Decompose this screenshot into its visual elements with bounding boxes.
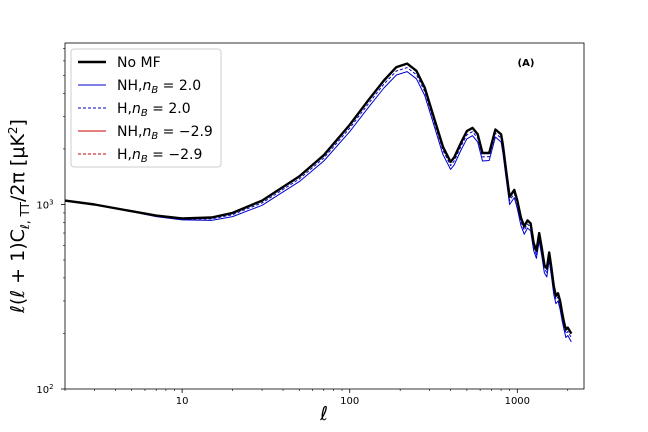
legend-label-3: NH,nB = −2.9 [117, 124, 213, 142]
legend-label-2: H,nB = 2.0 [117, 101, 191, 119]
y-axis-label-tail: /2π [μK [7, 134, 29, 202]
legend-label-prefix: H, [117, 101, 132, 117]
y-axis-label-end: ] [7, 119, 29, 126]
legend-label-value: = −2.9 [158, 124, 213, 140]
legend-label-sub: B [151, 85, 158, 96]
legend-label-sub: B [151, 131, 158, 142]
legend-label-sub: B [141, 154, 148, 165]
y-axis-label-subscript: ℓ, TT [18, 201, 32, 230]
legend-label-var: n [132, 101, 141, 117]
y-axis-label: ℓ(ℓ + 1)Cℓ, TT/2π [μK2] [6, 119, 32, 314]
legend-label-var: n [142, 124, 151, 140]
legend-label-var: n [132, 147, 141, 163]
legend-label-value: = −2.9 [148, 147, 203, 163]
x-tick-label-0: 10 [176, 396, 189, 407]
legend-label-0: No MF [117, 55, 161, 71]
legend-label-4: H,nB = −2.9 [117, 147, 202, 165]
y-axis-label-main: ℓ(ℓ + 1)C [7, 229, 29, 314]
y-tick-label-exponent-0: 2 [49, 383, 53, 391]
legend-label-1: NH,nB = 2.0 [117, 78, 201, 96]
y-tick-label-exponent-1: 3 [49, 198, 53, 206]
legend-label-prefix: NH, [117, 78, 142, 94]
legend-label-value: = 2.0 [148, 101, 191, 117]
legend-box [70, 48, 222, 168]
x-tick-label-1: 100 [340, 396, 359, 407]
plot-frame [64, 42, 585, 390]
legend-label-sub: B [141, 108, 148, 119]
legend-label-var: n [142, 78, 151, 94]
panel-label: (A) [518, 58, 535, 69]
series-layer [64, 62, 573, 343]
legend-label-prefix: H, [117, 147, 132, 163]
series-line-0 [64, 62, 573, 335]
legend-label-prefix: NH, [117, 124, 142, 140]
legend-label-value: = 2.0 [158, 78, 201, 94]
y-axis-label-superscript: 2 [6, 126, 20, 134]
x-tick-label-2: 1000 [505, 396, 530, 407]
x-axis-label: ℓ [319, 403, 328, 425]
